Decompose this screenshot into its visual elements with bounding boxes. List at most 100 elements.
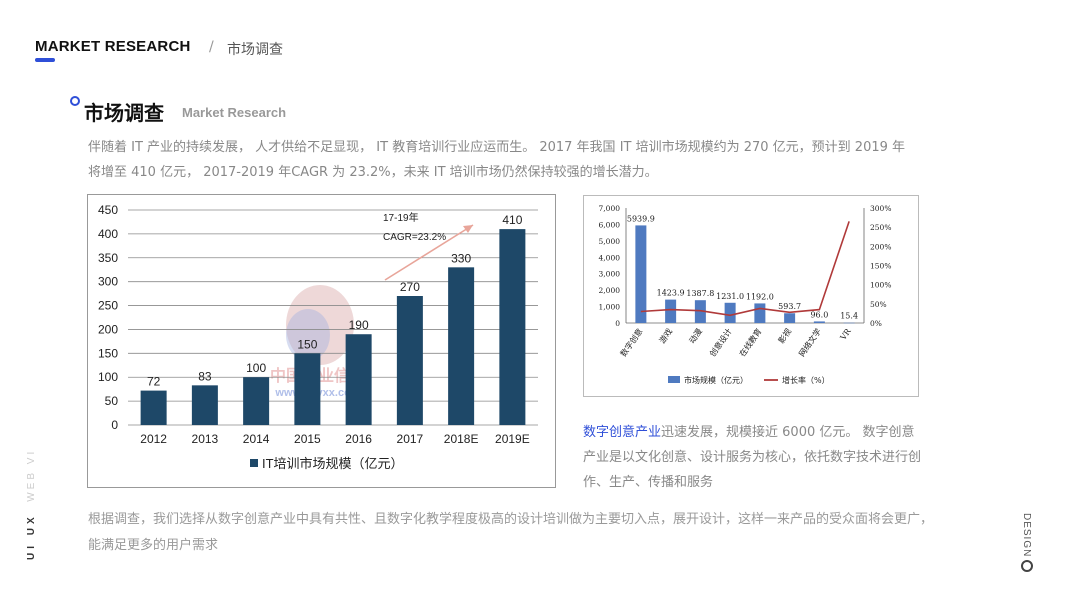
annotation-line1: 17-19年 xyxy=(383,211,419,224)
y-left-tick-label: 2,000 xyxy=(599,286,621,295)
combo-chart-svg: 7,000 6,000 5,000 4,000 3,000 2,000 1,000 0 300%… xyxy=(599,204,892,385)
x-tick-label: VR xyxy=(838,326,853,342)
y-left-tick-label: 7,000 xyxy=(599,204,621,213)
x-tick-label: 2015 xyxy=(294,432,321,446)
data-label: 1231.0 xyxy=(716,292,744,301)
data-label: 1387.8 xyxy=(686,289,714,298)
y-left-tick-label: 1,000 xyxy=(599,303,621,312)
data-label: 270 xyxy=(400,280,420,294)
growth-rate-line xyxy=(640,221,850,317)
x-tick-label: 在线教育 xyxy=(737,326,764,358)
data-label: 150 xyxy=(297,337,317,351)
x-tick-label: 2014 xyxy=(243,432,270,446)
y-tick-label: 100 xyxy=(98,370,118,384)
right-description: 数字创意产业迅速发展，规模接近 6000 亿元。 数字创意产业是以文化创意、设计… xyxy=(583,420,923,495)
digital-creative-industry-chart: 7,000 6,000 5,000 4,000 3,000 2,000 1,000 0 300%… xyxy=(583,195,919,397)
legend-label-bars: 市场规模（亿元） xyxy=(684,375,748,385)
x-tick-label: 2019E xyxy=(495,432,530,446)
y-right-tick-label: 150% xyxy=(870,262,891,271)
bar xyxy=(754,303,766,323)
side-label-bold: UI UX xyxy=(26,513,37,560)
data-label: 1192.0 xyxy=(746,292,774,301)
data-label: 410 xyxy=(502,213,522,227)
bar xyxy=(191,385,218,425)
trend-arrow-head xyxy=(463,225,473,233)
y-left-tick-label: 4,000 xyxy=(599,253,621,262)
y-left-tick-label: 0 xyxy=(615,319,620,328)
bar xyxy=(448,267,475,425)
x-tick-label: 2016 xyxy=(345,432,372,446)
y-tick-label: 350 xyxy=(98,251,118,265)
x-tick-label: 2013 xyxy=(192,432,219,446)
data-label: 1423.9 xyxy=(657,289,685,298)
data-label: 83 xyxy=(198,369,212,383)
page-header-title: MARKET RESEARCH xyxy=(35,38,191,55)
data-label: 5939.9 xyxy=(627,214,655,223)
y-right-tick-label: 250% xyxy=(870,223,891,232)
y-tick-label: 450 xyxy=(98,203,118,217)
bar xyxy=(784,313,796,323)
y-tick-label: 150 xyxy=(98,346,118,360)
x-tick-label: 数字创意 xyxy=(618,326,645,358)
legend-swatch xyxy=(250,459,258,467)
bar-chart-svg: 中国产业信息www.chyxx.com050100150200250300350… xyxy=(98,203,538,471)
x-tick-label: 影视 xyxy=(776,326,793,345)
conclusion-paragraph: 根据调查，我们选择从数字创意产业中具有共性、且数字化教学程度极高的设计培训做为主… xyxy=(88,512,934,553)
bar xyxy=(843,322,855,324)
watermark-logo-shape xyxy=(286,309,330,361)
x-tick-label: 创意设计 xyxy=(707,326,734,358)
x-tick-label: 2017 xyxy=(397,432,424,446)
data-label: 72 xyxy=(147,375,161,389)
y-right-tick-label: 100% xyxy=(870,281,891,290)
section-bullet-icon xyxy=(70,96,80,106)
y-tick-label: 200 xyxy=(98,322,118,336)
header-accent-bar xyxy=(35,58,55,62)
y-tick-label: 50 xyxy=(105,394,119,408)
bar xyxy=(396,296,423,425)
circle-icon xyxy=(1021,560,1033,572)
y-right-tick-label: 50% xyxy=(870,300,887,309)
bar xyxy=(665,299,677,323)
bar xyxy=(635,225,647,323)
breadcrumb-separator: / xyxy=(209,39,214,55)
watermark-logo-shape xyxy=(286,285,354,365)
x-tick-label: 游戏 xyxy=(657,326,674,345)
side-vertical-label: UI UX WEB VI xyxy=(26,449,37,560)
y-tick-label: 250 xyxy=(98,299,118,313)
bar xyxy=(243,377,270,425)
y-right-tick-label: 300% xyxy=(870,204,891,213)
trend-arrow-line xyxy=(384,224,474,281)
x-tick-label: 网络文学 xyxy=(796,326,823,358)
description-text: 迅速发展，规模接近 6000 亿元。 数字创意产业是以文化创意、设计服务为核心，… xyxy=(583,425,922,490)
y-right-tick-label: 200% xyxy=(870,242,891,251)
highlight-term: 数字创意产业 xyxy=(583,425,662,440)
y-right-tick-label: 0% xyxy=(870,319,882,328)
annotation-line2: CAGR=23.2% xyxy=(383,232,446,243)
bar xyxy=(499,229,526,425)
intro-paragraph: 伴随着 IT 产业的持续发展， 人才供给不足显现， IT 教育培训行业应运而生。… xyxy=(88,140,906,180)
bar xyxy=(694,300,706,323)
x-tick-label: 动漫 xyxy=(687,326,704,345)
y-tick-label: 400 xyxy=(98,227,118,241)
data-label: 100 xyxy=(246,361,266,375)
side-label-light: WEB VI xyxy=(26,448,37,502)
y-left-tick-label: 6,000 xyxy=(599,220,621,229)
data-label: 96.0 xyxy=(810,310,828,319)
x-tick-label: 2018E xyxy=(444,432,479,446)
data-label: 330 xyxy=(451,251,471,265)
design-vertical-label: DESIGN xyxy=(1021,513,1032,558)
data-label: 593.7 xyxy=(778,302,801,311)
x-tick-label: 2012 xyxy=(140,432,167,446)
bar xyxy=(724,302,736,323)
bar xyxy=(813,321,825,323)
data-label: 15.4 xyxy=(840,312,858,321)
legend-swatch-bars xyxy=(668,376,680,383)
y-tick-label: 300 xyxy=(98,275,118,289)
bar xyxy=(345,334,372,425)
legend-label-line: 增长率（%） xyxy=(782,375,830,385)
bar xyxy=(294,353,321,425)
y-tick-label: 0 xyxy=(111,418,118,432)
it-training-market-chart: 中国产业信息www.chyxx.com050100150200250300350… xyxy=(87,194,556,488)
breadcrumb-current: 市场调查 xyxy=(227,42,283,58)
section-title: 市场调查 xyxy=(84,101,164,125)
